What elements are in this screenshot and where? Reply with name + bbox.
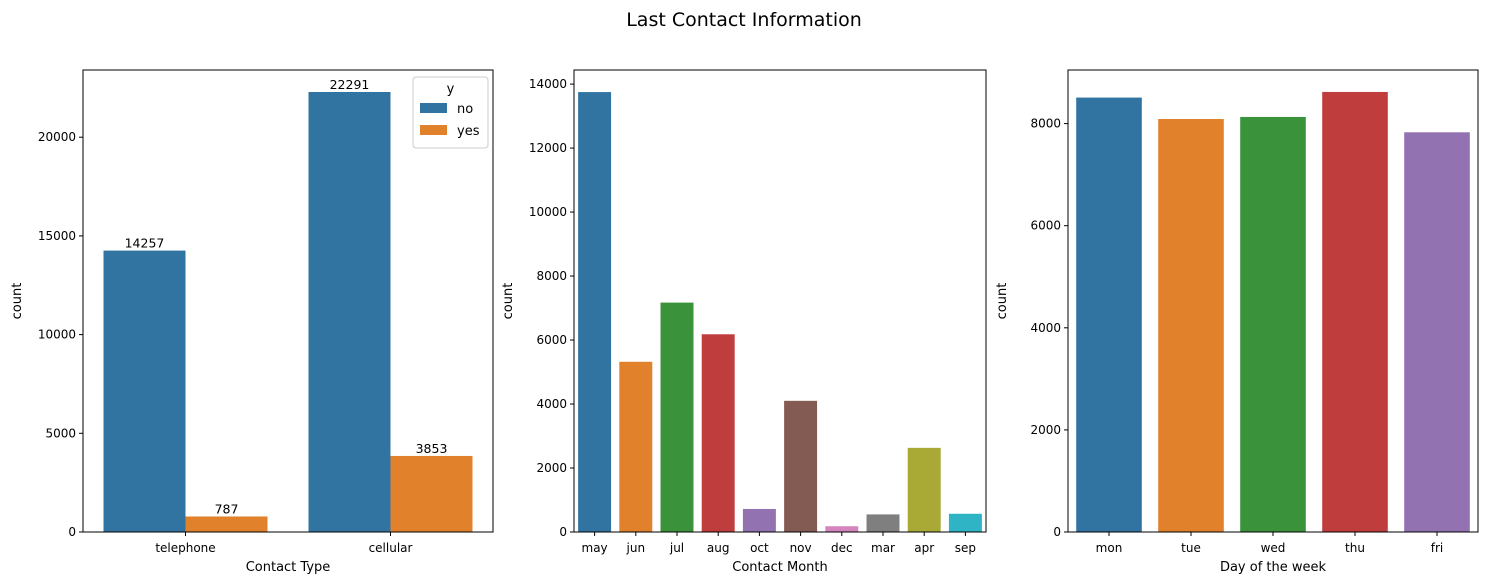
y-tick-label: 8000	[536, 269, 567, 283]
x-tick-label: apr	[914, 541, 934, 555]
y-tick-label: 5000	[45, 426, 76, 440]
y-tick-label: 4000	[536, 397, 567, 411]
y-tick-label: 4000	[1030, 321, 1061, 335]
bar-mar	[866, 514, 900, 532]
bar-jun	[619, 361, 653, 532]
x-tick-label: mar	[871, 541, 895, 555]
x-axis-label: Day of the week	[1220, 560, 1327, 575]
x-tick-label: oct	[750, 541, 769, 555]
bar-yes-cellular	[390, 455, 473, 532]
x-tick-label: nov	[790, 541, 812, 555]
y-axis-label: count	[995, 283, 1010, 320]
x-tick-label: tue	[1181, 541, 1201, 555]
contact-month-chart: 0 2000 4000 6000 8000 10000 12000 14000 may jun ju…	[501, 69, 987, 575]
x-tick-label: sep	[955, 541, 976, 555]
legend-label-yes: yes	[457, 124, 480, 139]
x-tick-label: may	[582, 541, 608, 555]
data-label: 14257	[125, 236, 165, 251]
y-axis-label: count	[501, 283, 516, 320]
bar-wed	[1240, 116, 1306, 532]
x-tick-label: dec	[831, 541, 853, 555]
x-tick-label: aug	[707, 541, 730, 555]
x-tick-label: telephone	[155, 541, 215, 555]
x-axis-label: Contact Month	[732, 560, 827, 575]
y-axis-label: count	[10, 283, 25, 320]
axes-frame	[82, 69, 494, 533]
data-label: 3853	[416, 441, 448, 456]
legend-swatch-yes	[420, 125, 447, 135]
bar-aug	[701, 334, 735, 532]
bar-oct	[742, 508, 776, 532]
data-label: 787	[215, 501, 239, 516]
x-axis-label: Contact Type	[246, 560, 331, 575]
bar-fri	[1404, 132, 1470, 532]
y-tick-label: 12000	[529, 141, 567, 155]
y-tick-label: 0	[68, 525, 76, 539]
y-tick-label: 0	[559, 525, 567, 539]
contact-type-chart: 0 5000 10000 15000 20000 14257 22291 787 3853 tel…	[10, 69, 494, 575]
bar-sep	[948, 513, 982, 532]
data-label: 22291	[330, 77, 370, 92]
legend-swatch-no	[420, 103, 447, 113]
y-tick-label: 15000	[38, 229, 76, 243]
bar-thu	[1322, 91, 1388, 532]
legend-title: y	[447, 82, 455, 97]
figure-title: Last Contact Information	[626, 9, 862, 31]
bar-yes-telephone	[185, 516, 268, 532]
legend-label-no: no	[457, 102, 473, 117]
bar-mon	[1076, 97, 1142, 533]
y-tick-label: 8000	[1030, 117, 1061, 131]
x-tick-label: fri	[1431, 541, 1444, 555]
day-of-week-chart: 0 2000 4000 6000 8000 mon tue wed thu fri Day of t…	[995, 69, 1479, 575]
axes-frame	[1067, 69, 1479, 533]
x-tick-label: jun	[626, 541, 646, 555]
bar-jul	[660, 302, 694, 532]
y-tick-label: 14000	[529, 77, 567, 91]
x-tick-label: wed	[1261, 541, 1286, 555]
bar-dec	[825, 526, 859, 532]
bar-may	[578, 92, 612, 533]
y-tick-label: 2000	[1030, 423, 1061, 437]
y-tick-label: 10000	[529, 205, 567, 219]
x-tick-label: jul	[669, 541, 684, 555]
y-tick-label: 10000	[38, 328, 76, 342]
bar-apr	[907, 447, 941, 532]
bar-tue	[1158, 119, 1224, 532]
y-tick-label: 6000	[536, 333, 567, 347]
bar-no-telephone	[103, 250, 186, 532]
bar-nov	[784, 400, 818, 532]
y-tick-label: 20000	[38, 130, 76, 144]
y-tick-label: 2000	[536, 461, 567, 475]
y-tick-label: 6000	[1030, 219, 1061, 233]
y-tick-label: 0	[1053, 525, 1061, 539]
x-tick-label: cellular	[369, 541, 413, 555]
axes-frame	[573, 69, 987, 533]
x-tick-label: thu	[1345, 541, 1365, 555]
bar-no-cellular	[308, 91, 391, 533]
x-tick-label: mon	[1096, 541, 1123, 555]
